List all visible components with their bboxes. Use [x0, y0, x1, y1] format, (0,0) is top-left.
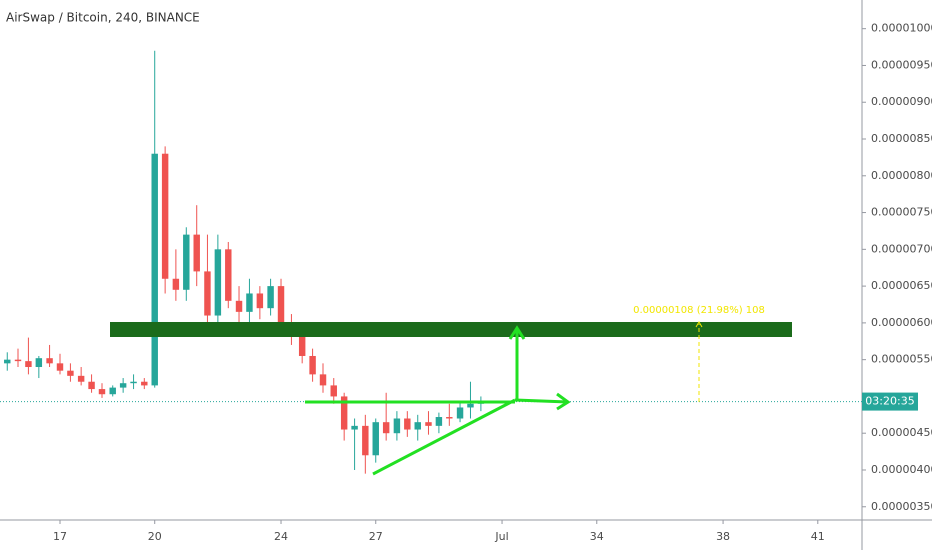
candle-body	[362, 425, 369, 456]
last-price-tag	[862, 392, 918, 411]
candle-body	[119, 383, 127, 388]
y-tick-label: 0.00000700	[871, 242, 932, 255]
candle-body	[161, 153, 169, 279]
candle-body	[88, 381, 95, 390]
candle-body	[130, 381, 137, 384]
y-tick-label: 0.00001000	[871, 22, 932, 35]
candle-body	[319, 374, 327, 386]
y-tick-label: 0.00000900	[871, 95, 932, 108]
candle-body	[25, 361, 32, 368]
resistance-zone	[110, 322, 792, 337]
measure-label: 0.00000108 (21.98%) 108	[633, 305, 765, 316]
candle-body	[456, 407, 464, 419]
y-tick-label: 0.00000850	[871, 132, 932, 145]
candle-body	[446, 417, 453, 419]
arrow	[514, 398, 569, 404]
candle-body	[193, 234, 200, 272]
candle-body	[414, 422, 421, 430]
x-tick-label: 34	[590, 530, 604, 543]
candle-body	[172, 278, 180, 290]
candle-body	[14, 359, 22, 362]
measure-arrow	[695, 321, 703, 328]
candle-body	[467, 403, 474, 408]
candle-body	[204, 271, 211, 316]
y-tick-label: 0.00000650	[871, 279, 932, 292]
x-tick-label: 20	[148, 530, 162, 543]
countdown: 03:20:35	[865, 395, 914, 408]
candle-body	[225, 249, 232, 301]
candle-body	[35, 358, 43, 368]
candle-body	[77, 375, 85, 382]
y-tick-label: 0.00000800	[871, 169, 932, 182]
candle-body	[330, 385, 337, 397]
candle-body	[435, 417, 443, 426]
candle-body	[4, 359, 11, 364]
chart-title: AirSwap / Bitcoin, 240, BINANCE	[6, 11, 200, 25]
candle-body	[382, 422, 390, 434]
x-tick-label: 17	[53, 530, 67, 543]
candle-body	[214, 249, 222, 316]
x-tick-label: 38	[716, 530, 730, 543]
plot-area	[0, 50, 862, 474]
y-tick-label: 0.00000600	[871, 316, 932, 329]
candle-body	[277, 286, 285, 323]
candle-body	[256, 293, 264, 309]
candle-body	[246, 293, 253, 312]
y-tick-label: 0.00000550	[871, 353, 932, 366]
y-tick-label: 0.00000750	[871, 206, 932, 219]
candle-body	[351, 425, 358, 430]
candle-body	[67, 370, 74, 376]
arrow-head	[508, 325, 526, 340]
x-tick-label: Jul	[494, 530, 508, 543]
x-tick-label: 27	[369, 530, 383, 543]
arrow-head	[556, 392, 571, 411]
candle-body	[109, 387, 116, 395]
candle-body	[141, 381, 148, 386]
y-tick-label: 0.00000400	[871, 463, 932, 476]
y-tick-label: 0.00000450	[871, 426, 932, 439]
candle-body	[340, 396, 348, 430]
x-tick-label: 24	[274, 530, 288, 543]
trend-line	[372, 398, 516, 476]
candle-body	[183, 234, 190, 290]
candle-body	[372, 422, 379, 456]
candle-body	[46, 358, 53, 364]
candle-body	[309, 355, 316, 375]
y-tick-label: 0.00000950	[871, 58, 932, 71]
candle-body	[235, 300, 243, 312]
candle-body	[98, 389, 106, 395]
candle-body	[404, 418, 411, 430]
candle-body	[298, 333, 306, 356]
candle-body	[267, 286, 274, 309]
y-tick-label: 0.00000350	[871, 500, 932, 513]
x-tick-label: 41	[811, 530, 825, 543]
candle-body	[425, 422, 432, 426]
candle-body	[393, 418, 401, 434]
candle-body	[151, 153, 158, 386]
candle-body	[56, 363, 64, 371]
